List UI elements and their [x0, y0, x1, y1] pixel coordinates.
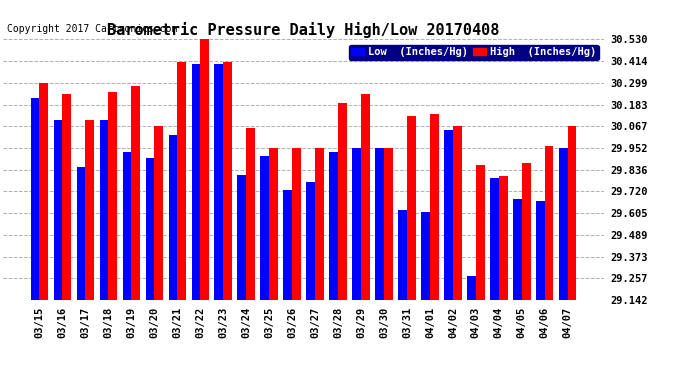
Bar: [215, 64, 223, 300]
Bar: [499, 177, 508, 300]
Bar: [490, 178, 499, 300]
Bar: [123, 152, 131, 300]
Bar: [513, 199, 522, 300]
Bar: [568, 126, 576, 300]
Bar: [192, 64, 200, 300]
Bar: [54, 120, 62, 300]
Bar: [522, 163, 531, 300]
Bar: [200, 39, 209, 300]
Bar: [453, 126, 462, 300]
Bar: [353, 148, 361, 300]
Bar: [338, 103, 347, 300]
Bar: [329, 152, 338, 300]
Bar: [467, 276, 476, 300]
Bar: [430, 114, 439, 300]
Bar: [62, 94, 71, 300]
Bar: [306, 182, 315, 300]
Bar: [384, 148, 393, 300]
Bar: [260, 156, 269, 300]
Bar: [284, 190, 292, 300]
Legend: Low  (Inches/Hg), High  (Inches/Hg): Low (Inches/Hg), High (Inches/Hg): [348, 45, 598, 60]
Bar: [545, 146, 553, 300]
Bar: [223, 62, 232, 300]
Bar: [444, 129, 453, 300]
Bar: [146, 158, 155, 300]
Bar: [375, 148, 384, 300]
Bar: [559, 148, 568, 300]
Bar: [99, 120, 108, 300]
Bar: [131, 86, 140, 300]
Bar: [246, 128, 255, 300]
Text: Copyright 2017 Cartronics.com: Copyright 2017 Cartronics.com: [7, 24, 177, 34]
Bar: [407, 116, 415, 300]
Bar: [31, 98, 39, 300]
Bar: [155, 126, 163, 300]
Title: Barometric Pressure Daily High/Low 20170408: Barometric Pressure Daily High/Low 20170…: [108, 22, 500, 38]
Bar: [292, 148, 301, 300]
Bar: [237, 175, 246, 300]
Bar: [39, 82, 48, 300]
Bar: [108, 92, 117, 300]
Bar: [269, 148, 278, 300]
Bar: [476, 165, 484, 300]
Bar: [421, 212, 430, 300]
Bar: [315, 148, 324, 300]
Bar: [177, 62, 186, 300]
Bar: [398, 210, 407, 300]
Bar: [86, 120, 94, 300]
Bar: [77, 167, 86, 300]
Bar: [536, 201, 545, 300]
Bar: [168, 135, 177, 300]
Bar: [361, 94, 370, 300]
